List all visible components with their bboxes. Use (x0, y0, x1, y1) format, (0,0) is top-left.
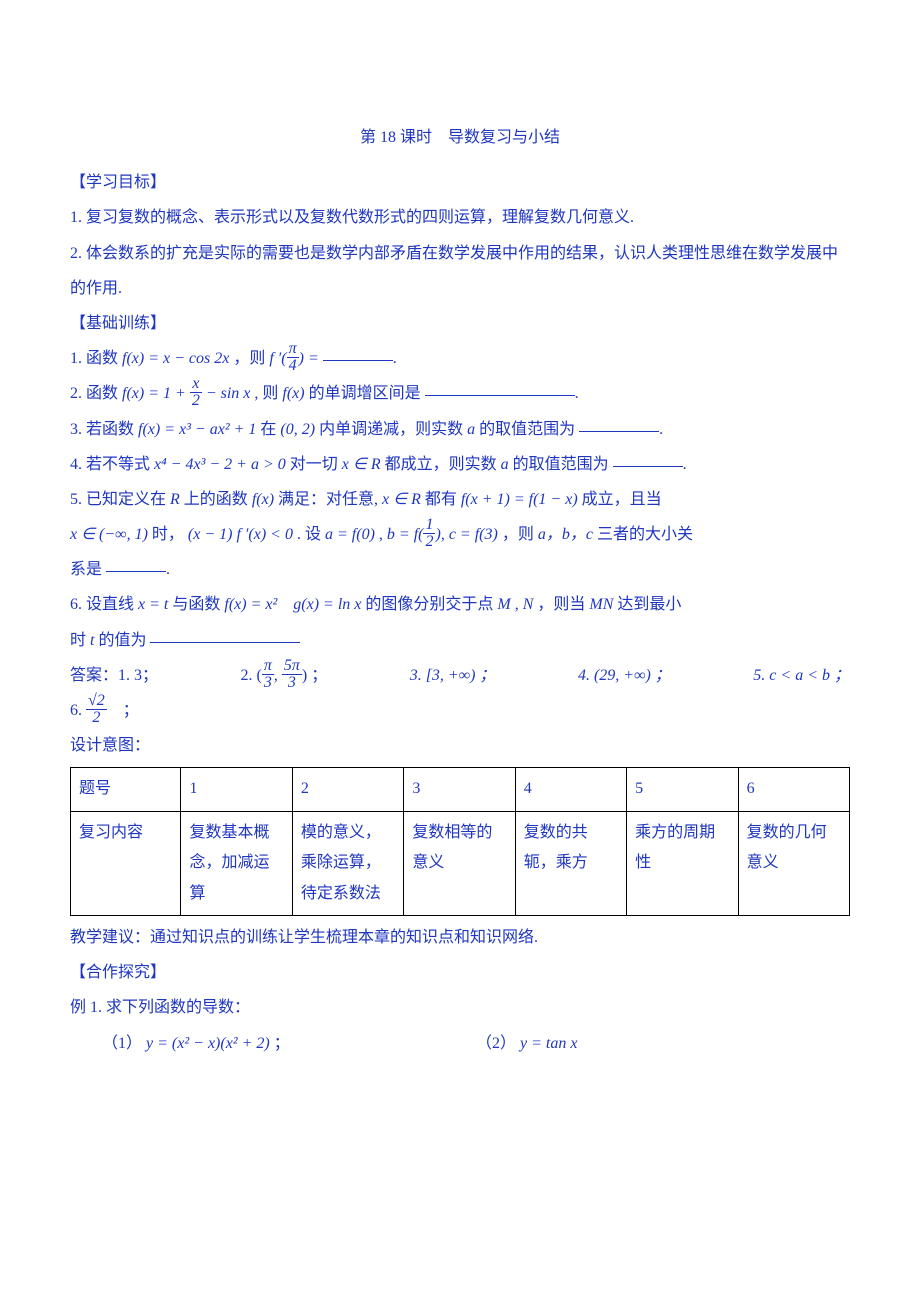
table-head: 5 (627, 768, 738, 811)
formula: f(x) = x³ − ax² + 1 (138, 421, 256, 438)
question-4: 4. 若不等式 x⁴ − 4x³ − 2 + a > 0 对一切 x ∈ R 都… (70, 447, 850, 482)
question-5-line-1: 5. 已知定义在 R 上的函数 f(x) 满足：对任意, x ∈ R 都有 f(… (70, 482, 850, 517)
text: 4. 若不等式 (70, 456, 154, 473)
text: 的单调增区间是 (309, 385, 421, 402)
question-6-line-2: 时 t 的值为 (70, 623, 850, 658)
blank (323, 344, 393, 361)
example-1-part-2: （2） y = tan x (476, 1026, 850, 1061)
text: 的取值范围为 (513, 456, 609, 473)
question-3: 3. 若函数 f(x) = x³ − ax² + 1 在 (0, 2) 内单调递… (70, 412, 850, 447)
blank (579, 415, 659, 432)
example-1-label: 例 1. 求下列函数的导数： (70, 990, 850, 1025)
review-table: 题号 1 2 3 4 5 6 复习内容 复数基本概念，加减运算 模的意义，乘除运… (70, 767, 850, 916)
fraction: x2 (190, 376, 202, 409)
text: ，则 (233, 350, 269, 367)
section-basic-header: 【基础训练】 (70, 306, 850, 341)
formula: x ∈ R (342, 456, 381, 473)
page: 第 18 课时 导数复习与小结 【学习目标】 1. 复习复数的概念、表示形式以及… (0, 0, 920, 1302)
formula: a (501, 456, 509, 473)
table-head: 4 (515, 768, 626, 811)
table-cell: 复数相等的意义 (404, 811, 515, 915)
example-1-part-1: （1） y = (x² − x)(x² + 2) ； (102, 1026, 476, 1061)
table-cell: 乘方的周期性 (627, 811, 738, 915)
lesson-title: 第 18 课时 导数复习与小结 (70, 120, 850, 155)
formula: x⁴ − 4x³ − 2 + a > 0 (154, 456, 286, 473)
text: 的取值范围为 (479, 421, 575, 438)
blank (613, 450, 683, 467)
blank (425, 379, 575, 396)
table-cell: 复习内容 (71, 811, 181, 915)
formula: (0, 2) (280, 421, 315, 438)
table-row: 题号 1 2 3 4 5 6 (71, 768, 850, 811)
question-5-line-3: 系是 . (70, 552, 850, 587)
question-1: 1. 函数 f(x) = x − cos 2x ，则 f ′(π4) = . (70, 341, 850, 376)
answer-3: 3. [3, +∞) ； (410, 658, 496, 693)
formula: − sin x (202, 385, 251, 402)
objective-1: 1. 复习复数的概念、表示形式以及复数代数形式的四则运算，理解复数几何意义. (70, 200, 850, 235)
question-5-line-2: x ∈ (−∞, 1) 时， (x − 1) f ′(x) < 0 . 设 a … (70, 517, 850, 552)
question-6-line-1: 6. 设直线 x = t 与函数 f(x) = x² g(x) = ln x 的… (70, 587, 850, 622)
text: 3. 若函数 (70, 421, 138, 438)
text: 内单调递减，则实数 (319, 421, 467, 438)
text: 都成立，则实数 (385, 456, 501, 473)
section-coop-header: 【合作探究】 (70, 955, 850, 990)
formula: f ′( (269, 350, 286, 367)
answer-5: 5. c < a < b ； (753, 658, 850, 693)
formula: a (467, 421, 475, 438)
example-1-formulas: （1） y = (x² − x)(x² + 2) ； （2） y = tan x (70, 1026, 850, 1061)
answer-2: 2. (π3, 5π3) ； (241, 658, 328, 693)
teaching-note: 教学建议：通过知识点的训练让学生梳理本章的知识点和知识网络. (70, 920, 850, 955)
blank (150, 626, 300, 643)
table-cell: 复数的共轭，乘方 (515, 811, 626, 915)
objective-2: 2. 体会数系的扩充是实际的需要也是数学内部矛盾在数学发展中作用的结果，认识人类… (70, 236, 850, 306)
blank (106, 555, 166, 572)
answer-1: 答案：1. 3； (70, 658, 158, 693)
table-row: 复习内容 复数基本概念，加减运算 模的意义，乘除运算，待定系数法 复数相等的意义… (71, 811, 850, 915)
formula: ) = (299, 350, 323, 367)
answers-line-2: 6. √22 ； (70, 693, 850, 728)
text: 1. 函数 (70, 350, 122, 367)
table-head: 1 (181, 768, 292, 811)
text: 2. 函数 (70, 385, 122, 402)
answer-4: 4. (29, +∞) ； (578, 658, 671, 693)
section-objectives-header: 【学习目标】 (70, 165, 850, 200)
text: 对一切 (290, 456, 342, 473)
fraction: π4 (287, 341, 299, 374)
text: 在 (260, 421, 280, 438)
design-intent-label: 设计意图： (70, 728, 850, 763)
question-2: 2. 函数 f(x) = 1 + x2 − sin x , 则 f(x) 的单调… (70, 376, 850, 411)
table-head: 6 (738, 768, 849, 811)
table-head: 2 (292, 768, 403, 811)
table-head: 3 (404, 768, 515, 811)
table-cell: 复数的几何意义 (738, 811, 849, 915)
formula: f(x) = x − cos 2x (122, 350, 229, 367)
table-cell: 复数基本概念，加减运算 (181, 811, 292, 915)
formula: f(x) = 1 + (122, 385, 190, 402)
formula: f(x) (282, 385, 304, 402)
table-cell: 模的意义，乘除运算，待定系数法 (292, 811, 403, 915)
text: , 则 (254, 385, 282, 402)
table-head: 题号 (71, 768, 181, 811)
answers-line-1: 答案：1. 3； 2. (π3, 5π3) ； 3. [3, +∞) ； 4. … (70, 658, 850, 693)
